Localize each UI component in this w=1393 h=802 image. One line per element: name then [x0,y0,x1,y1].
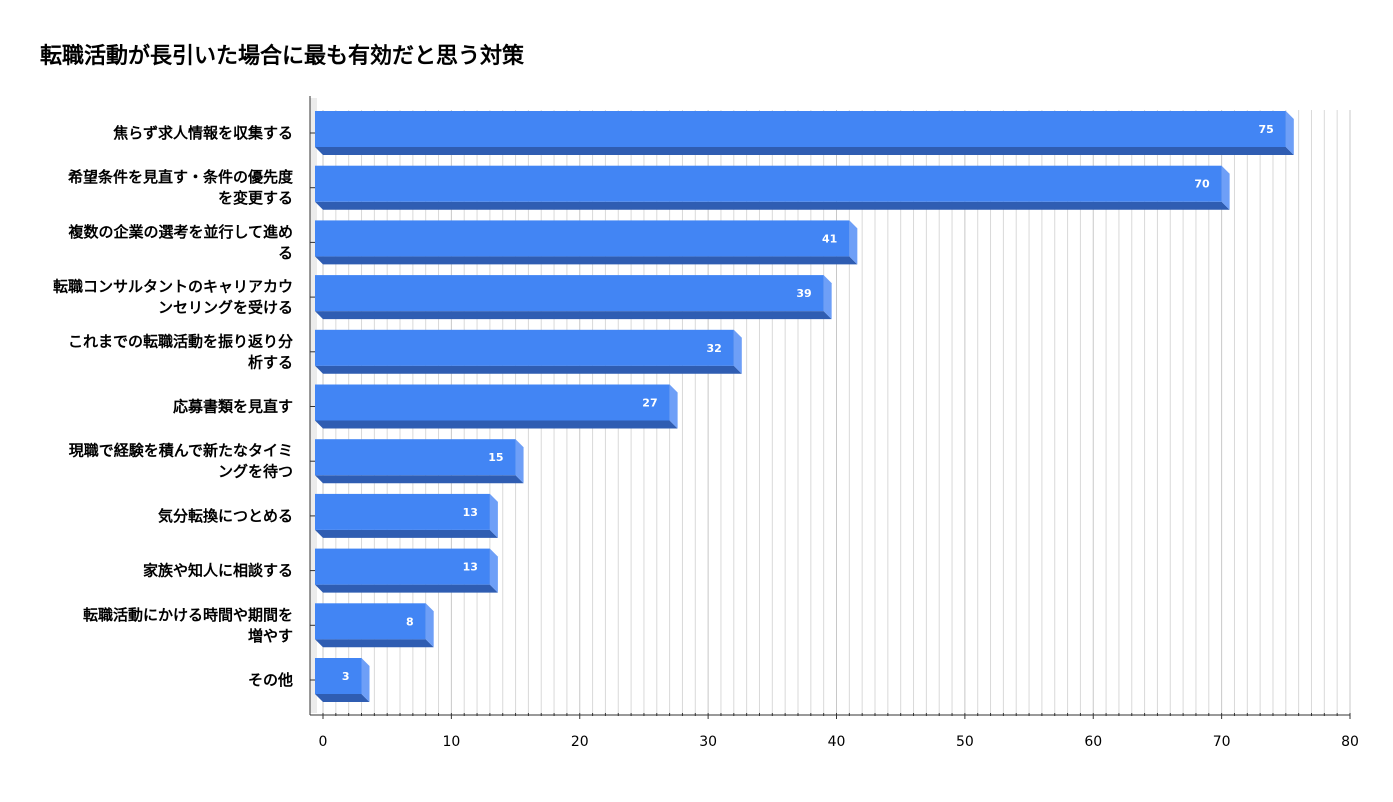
bar [315,439,516,476]
category-label: これまでの転職活動を振り返り分 [68,332,293,350]
bar-side-face [515,439,524,484]
bar-bottom-face [315,311,832,320]
bar-value-label: 27 [642,397,657,410]
bar-value-label: 41 [822,232,837,245]
bar-side-face [849,220,858,265]
category-label: 希望条件を見直す・条件の優先度 [68,168,294,186]
bar-side-face [733,329,742,374]
category-label: ンセリングを受ける [158,299,293,317]
bar-bottom-face [315,694,370,702]
x-tick-label: 0 [319,734,328,750]
bar-value-label: 8 [406,615,414,628]
bar-side-face [489,493,498,538]
category-label: を変更する [218,189,293,207]
plot-back-wall [310,98,317,713]
bar [315,658,362,694]
category-label: その他 [248,671,293,689]
bar [315,220,850,257]
bar [315,275,824,312]
category-label: 増やす [248,627,293,645]
x-tick-label: 70 [1213,734,1231,750]
category-label: 応募書類を見直す [173,398,293,416]
bar-bottom-face [315,147,1294,155]
bar [315,165,1222,202]
bar-side-face [1221,165,1230,210]
axis-layer [309,96,1351,719]
bar-value-label: 15 [488,451,503,464]
category-label: る [278,244,293,262]
category-label: ングを待つ [218,463,293,481]
bar-side-face [823,275,832,320]
bar-bottom-face [315,420,678,429]
bar [315,384,670,421]
bar [315,111,1286,147]
bar-side-face [1285,111,1294,155]
category-label: 複数の企業の選考を並行して進め [67,223,293,241]
bar-side-face [361,658,370,702]
bar-value-label: 13 [463,561,478,574]
x-tick-label: 60 [1084,734,1102,750]
label-layer: 0 10 20 30 40 50 60 70 80 75 焦らず求人情報を収集する 70 希望条件を見直… [53,123,1359,750]
bar-bottom-face [315,365,742,374]
x-tick-label: 80 [1341,734,1359,750]
category-label: 焦らず求人情報を収集する [112,124,293,142]
category-label: 転職活動にかける時間や期間を [83,606,293,624]
bar-bottom-face [315,475,524,484]
bar-value-label: 39 [796,287,811,300]
x-tick-label: 50 [956,734,974,750]
bar [315,329,734,366]
x-tick-label: 10 [442,734,460,750]
bar-value-label: 13 [463,506,478,519]
bar-bottom-face [315,584,498,593]
category-label: 家族や知人に相談する [143,562,293,580]
category-label: 析する [248,353,293,371]
x-tick-label: 20 [571,734,589,750]
bar-layer [315,111,1294,702]
chart-title: 転職活動が長引いた場合に最も有効だと思う対策 [40,44,525,69]
x-tick-label: 40 [828,734,846,750]
bar-bottom-face [315,529,498,538]
bar-side-face [669,384,678,429]
category-label: 現職で経験を積んで新たなタイミ [69,442,293,460]
bar-value-label: 75 [1259,123,1274,136]
bar-bottom-face [315,639,434,648]
bar-value-label: 70 [1194,178,1210,191]
bar-side-face [425,603,434,648]
bar-bottom-face [315,256,858,265]
bar-value-label: 3 [342,670,350,683]
bar [315,603,426,640]
bar-value-label: 32 [706,342,721,355]
category-label: 転職コンサルタントのキャリアカウ [53,278,293,296]
bar [315,548,490,585]
x-tick-label: 30 [699,734,717,750]
bar-side-face [489,548,498,593]
category-label: 気分転換につとめる [158,507,293,525]
bar [315,493,490,530]
bar-bottom-face [315,201,1230,210]
